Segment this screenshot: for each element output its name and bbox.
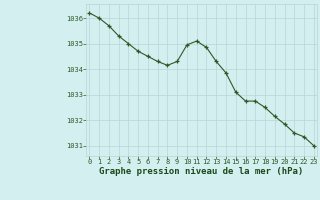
X-axis label: Graphe pression niveau de la mer (hPa): Graphe pression niveau de la mer (hPa) xyxy=(100,167,304,176)
